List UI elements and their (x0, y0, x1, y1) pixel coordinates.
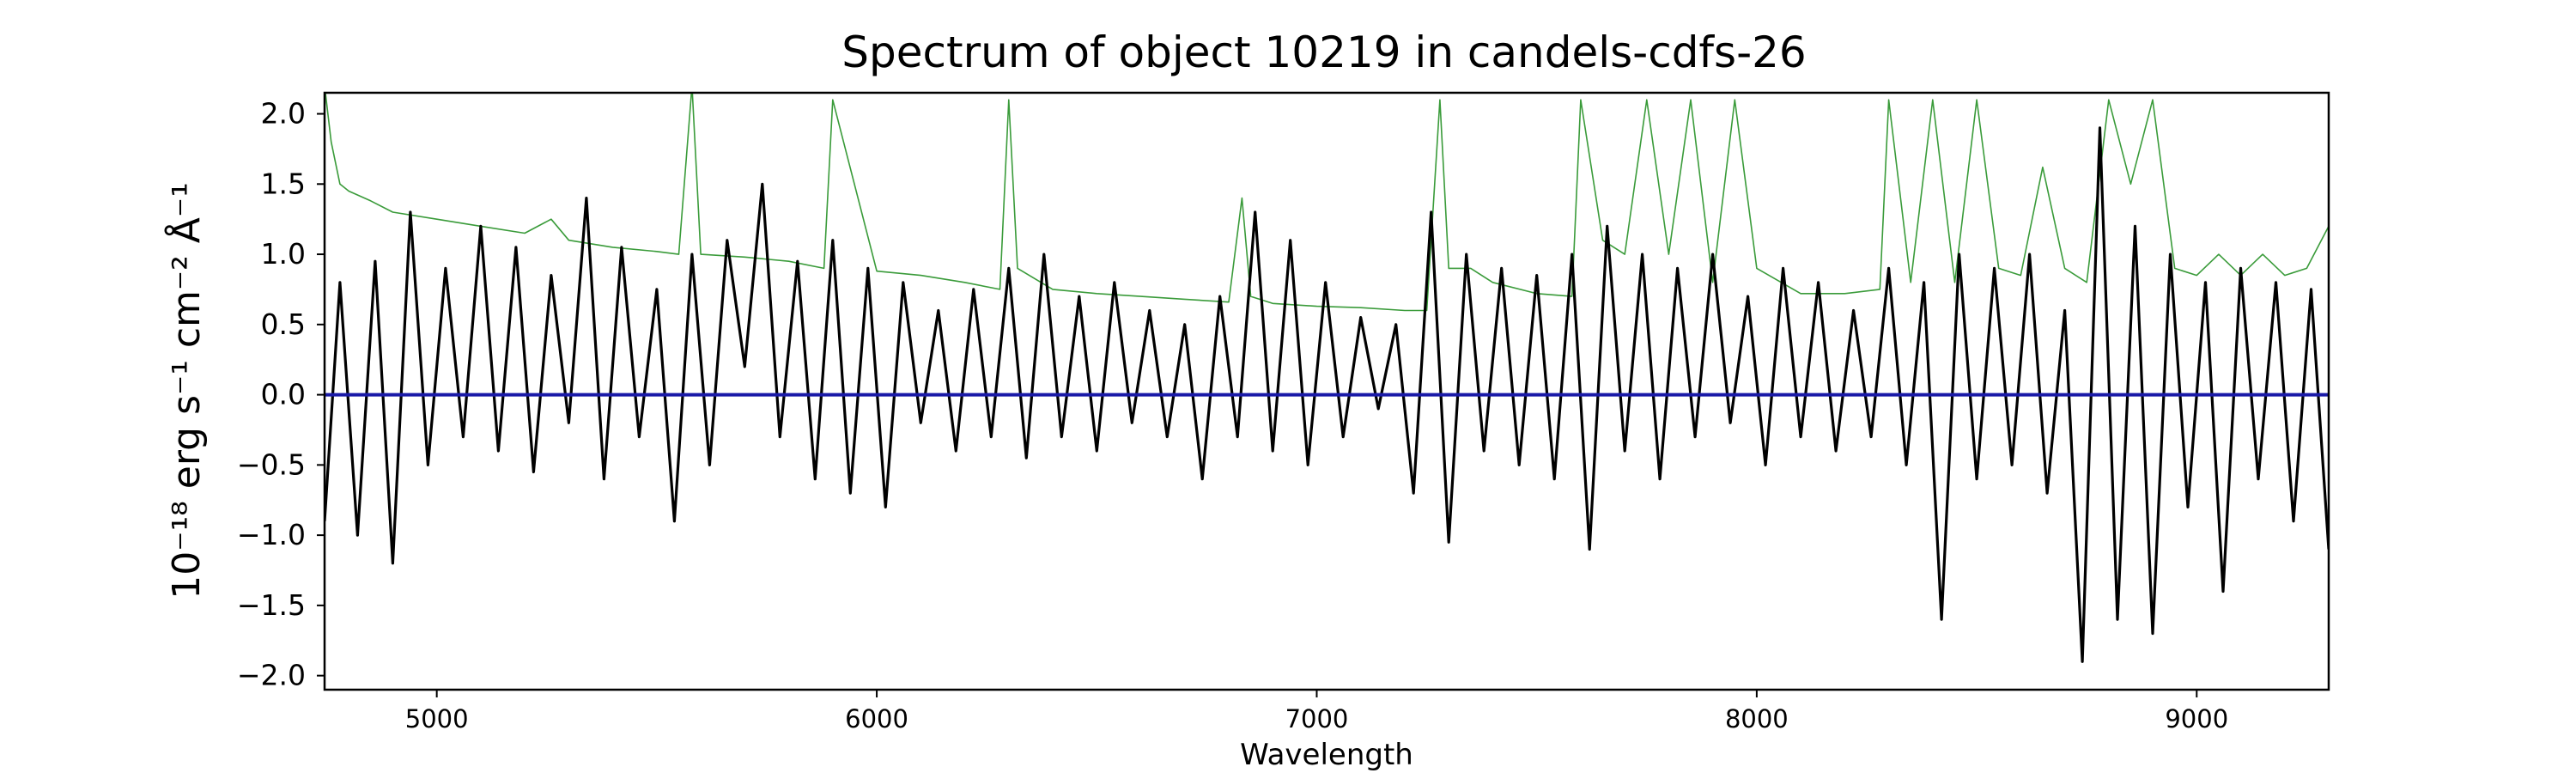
y-tick-label: −1.0 (237, 518, 306, 551)
y-tick-label: 0.5 (261, 307, 306, 341)
series-layer (325, 93, 2329, 663)
x-tick-label: 8000 (1725, 704, 1789, 733)
y-tick-label: 0.0 (261, 378, 306, 411)
error-series-line (325, 93, 2329, 312)
x-tick-label: 9000 (2165, 704, 2228, 733)
y-tick-label: −0.5 (237, 447, 306, 481)
chart-title: Spectrum of object 10219 in candels-cdfs… (841, 27, 1807, 77)
y-tick-label: 1.0 (261, 237, 306, 271)
axes-frame (323, 91, 2330, 691)
spectrum-series-line (325, 126, 2329, 663)
y-axis: −2.0 −1.5 −1.0 −0.5 0.0 0.5 1.0 1.5 2.0 (237, 97, 325, 692)
x-axis-label: Wavelength (1240, 738, 1413, 772)
y-axis-label: 10⁻¹⁸ erg s⁻¹ cm⁻² Å⁻¹ (163, 182, 209, 599)
x-tick-label: 5000 (405, 704, 469, 733)
x-tick-label: 6000 (845, 704, 908, 733)
x-axis: 5000 6000 7000 8000 9000 (405, 690, 2228, 733)
y-tick-label: 1.5 (261, 167, 306, 200)
y-tick-label: 2.0 (261, 97, 306, 131)
y-tick-label: −1.5 (237, 588, 306, 622)
y-tick-label: −2.0 (237, 659, 306, 692)
x-tick-label: 7000 (1285, 704, 1349, 733)
